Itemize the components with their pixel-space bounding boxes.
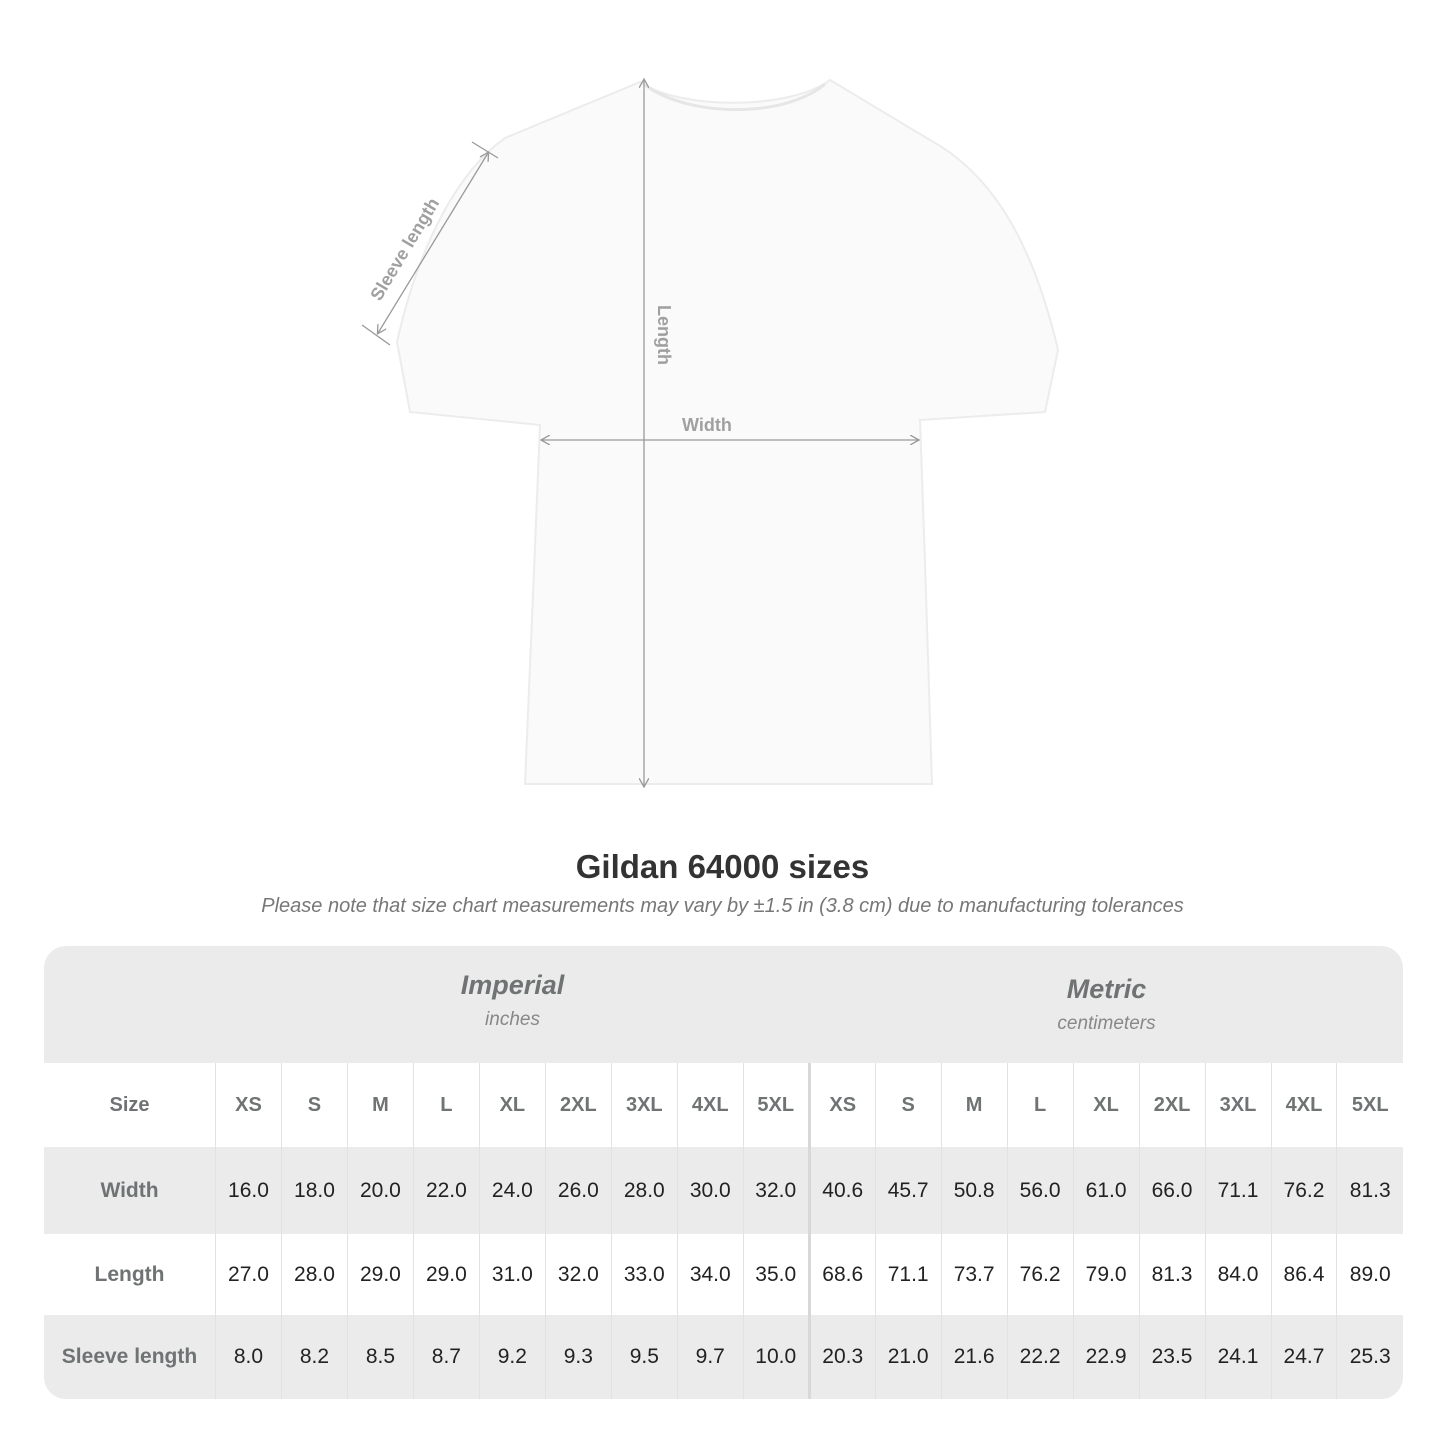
- table-row: Length 27.0 28.0 29.0 29.0 31.0 32.0 33.0 34.0 35…: [44, 1234, 1403, 1315]
- metric-value-cell: 71.1: [874, 1234, 942, 1315]
- imperial-value-cell: 8.7: [412, 1315, 480, 1399]
- metric-value-cell: 66.0: [1138, 1147, 1206, 1234]
- metric-value-cell: 22.2: [1006, 1315, 1074, 1399]
- size-header-imperial: 3XL: [610, 1063, 678, 1147]
- length-label: Length: [654, 305, 674, 365]
- imperial-value-cell: 33.0: [610, 1234, 678, 1315]
- imperial-value-cell: 8.5: [346, 1315, 414, 1399]
- imperial-value-cell: 22.0: [412, 1147, 480, 1234]
- imperial-header: Imperial inches: [215, 946, 810, 1063]
- row-label: Sleeve length: [61, 1345, 198, 1368]
- metric-value-cell: 79.0: [1072, 1234, 1140, 1315]
- metric-value-cell: 81.3: [1336, 1147, 1403, 1234]
- size-header-metric: 3XL: [1204, 1063, 1271, 1147]
- metric-value-cell: 73.7: [940, 1234, 1008, 1315]
- imperial-value-cell: 34.0: [676, 1234, 744, 1315]
- size-header-metric: L: [1006, 1063, 1074, 1147]
- width-label: Width: [682, 415, 732, 435]
- metric-value-cell: 50.8: [940, 1147, 1008, 1234]
- imperial-value-cell: 9.7: [676, 1315, 744, 1399]
- size-header-metric: XS: [807, 1063, 876, 1147]
- metric-value-cell: 23.5: [1138, 1315, 1206, 1399]
- metric-value-cell: 76.2: [1270, 1147, 1337, 1234]
- imperial-value-cell: 10.0: [742, 1315, 810, 1399]
- size-header-imperial: L: [412, 1063, 480, 1147]
- metric-value-cell: 24.7: [1270, 1315, 1337, 1399]
- metric-value-cell: 22.9: [1072, 1315, 1140, 1399]
- imperial-value-cell: 27.0: [215, 1234, 282, 1315]
- imperial-value-cell: 35.0: [742, 1234, 810, 1315]
- table-row: Sleeve length 8.0 8.2 8.5 8.7 9.2 9.3 9.5 9.7 10.…: [44, 1315, 1403, 1399]
- metric-value-cell: 45.7: [874, 1147, 942, 1234]
- metric-value-cell: 81.3: [1138, 1234, 1206, 1315]
- imperial-value-cell: 31.0: [478, 1234, 546, 1315]
- metric-value-cell: 89.0: [1336, 1234, 1403, 1315]
- imperial-value-cell: 18.0: [280, 1147, 348, 1234]
- size-table: Size XS S M L XL 2XL 3XL 4XL 5XL XS S M L XL 2XL 3XL 4XL 5…: [44, 1063, 1403, 1399]
- metric-value-cell: 21.6: [940, 1315, 1008, 1399]
- metric-value-cell: 21.0: [874, 1315, 942, 1399]
- metric-header: Metric centimeters: [810, 946, 1403, 1063]
- imperial-value-cell: 16.0: [215, 1147, 282, 1234]
- metric-value-cell: 20.3: [807, 1315, 876, 1399]
- metric-value-cell: 25.3: [1336, 1315, 1403, 1399]
- size-header-metric: 2XL: [1138, 1063, 1206, 1147]
- size-header-imperial: 5XL: [742, 1063, 810, 1147]
- size-header-metric: 4XL: [1270, 1063, 1337, 1147]
- imperial-value-cell: 28.0: [610, 1147, 678, 1234]
- size-header-metric: 5XL: [1336, 1063, 1403, 1147]
- tshirt-diagram: Sleeve length Length Width: [361, 0, 1060, 820]
- imperial-value-cell: 32.0: [742, 1147, 810, 1234]
- tolerance-note: Please note that size chart measurements…: [261, 895, 1184, 917]
- page-title: Gildan 64000 sizes: [575, 848, 870, 885]
- metric-value-cell: 84.0: [1204, 1234, 1271, 1315]
- imperial-value-cell: 28.0: [280, 1234, 348, 1315]
- metric-value-cell: 40.6: [807, 1147, 876, 1234]
- imperial-value-cell: 9.3: [544, 1315, 612, 1399]
- size-header-imperial: 4XL: [676, 1063, 744, 1147]
- size-header-row: Size XS S M L XL 2XL 3XL 4XL 5XL XS S M L XL 2XL 3XL 4XL 5…: [44, 1063, 1403, 1147]
- metric-value-cell: 86.4: [1270, 1234, 1337, 1315]
- row-label: Width: [100, 1178, 159, 1202]
- metric-value-cell: 56.0: [1006, 1147, 1074, 1234]
- metric-value-cell: 71.1: [1204, 1147, 1271, 1234]
- metric-value-cell: 24.1: [1204, 1315, 1271, 1399]
- size-table-card: Imperial inches Metric centimeters Size X…: [44, 946, 1403, 1399]
- size-header-imperial: M: [346, 1063, 414, 1147]
- imperial-value-cell: 8.2: [280, 1315, 348, 1399]
- size-header-metric: XL: [1072, 1063, 1140, 1147]
- size-header-imperial: S: [280, 1063, 348, 1147]
- imperial-value-cell: 26.0: [544, 1147, 612, 1234]
- imperial-title: Imperial: [460, 970, 565, 1000]
- row-label: Size: [109, 1093, 150, 1116]
- size-header-metric: M: [940, 1063, 1008, 1147]
- imperial-value-cell: 32.0: [544, 1234, 612, 1315]
- imperial-unit: inches: [485, 1009, 540, 1030]
- sleeve-length-arrow: [361, 141, 499, 346]
- imperial-value-cell: 29.0: [412, 1234, 480, 1315]
- metric-unit: centimeters: [1057, 1013, 1156, 1034]
- table-row: Width 16.0 18.0 20.0 22.0 24.0 26.0 28.0 30.0 32.…: [44, 1147, 1403, 1234]
- row-label: Length: [94, 1262, 165, 1286]
- metric-value-cell: 68.6: [807, 1234, 876, 1315]
- metric-value-cell: 61.0: [1072, 1147, 1140, 1234]
- metric-value-cell: 76.2: [1006, 1234, 1074, 1315]
- imperial-value-cell: 8.0: [215, 1315, 282, 1399]
- metric-title: Metric: [1066, 974, 1147, 1004]
- size-header-metric: S: [874, 1063, 942, 1147]
- size-header-imperial: 2XL: [544, 1063, 612, 1147]
- imperial-value-cell: 30.0: [676, 1147, 744, 1234]
- size-header-imperial: XS: [215, 1063, 282, 1147]
- imperial-value-cell: 29.0: [346, 1234, 414, 1315]
- imperial-value-cell: 9.5: [610, 1315, 678, 1399]
- imperial-value-cell: 24.0: [478, 1147, 546, 1234]
- imperial-value-cell: 9.2: [478, 1315, 546, 1399]
- imperial-value-cell: 20.0: [346, 1147, 414, 1234]
- size-header-imperial: XL: [478, 1063, 546, 1147]
